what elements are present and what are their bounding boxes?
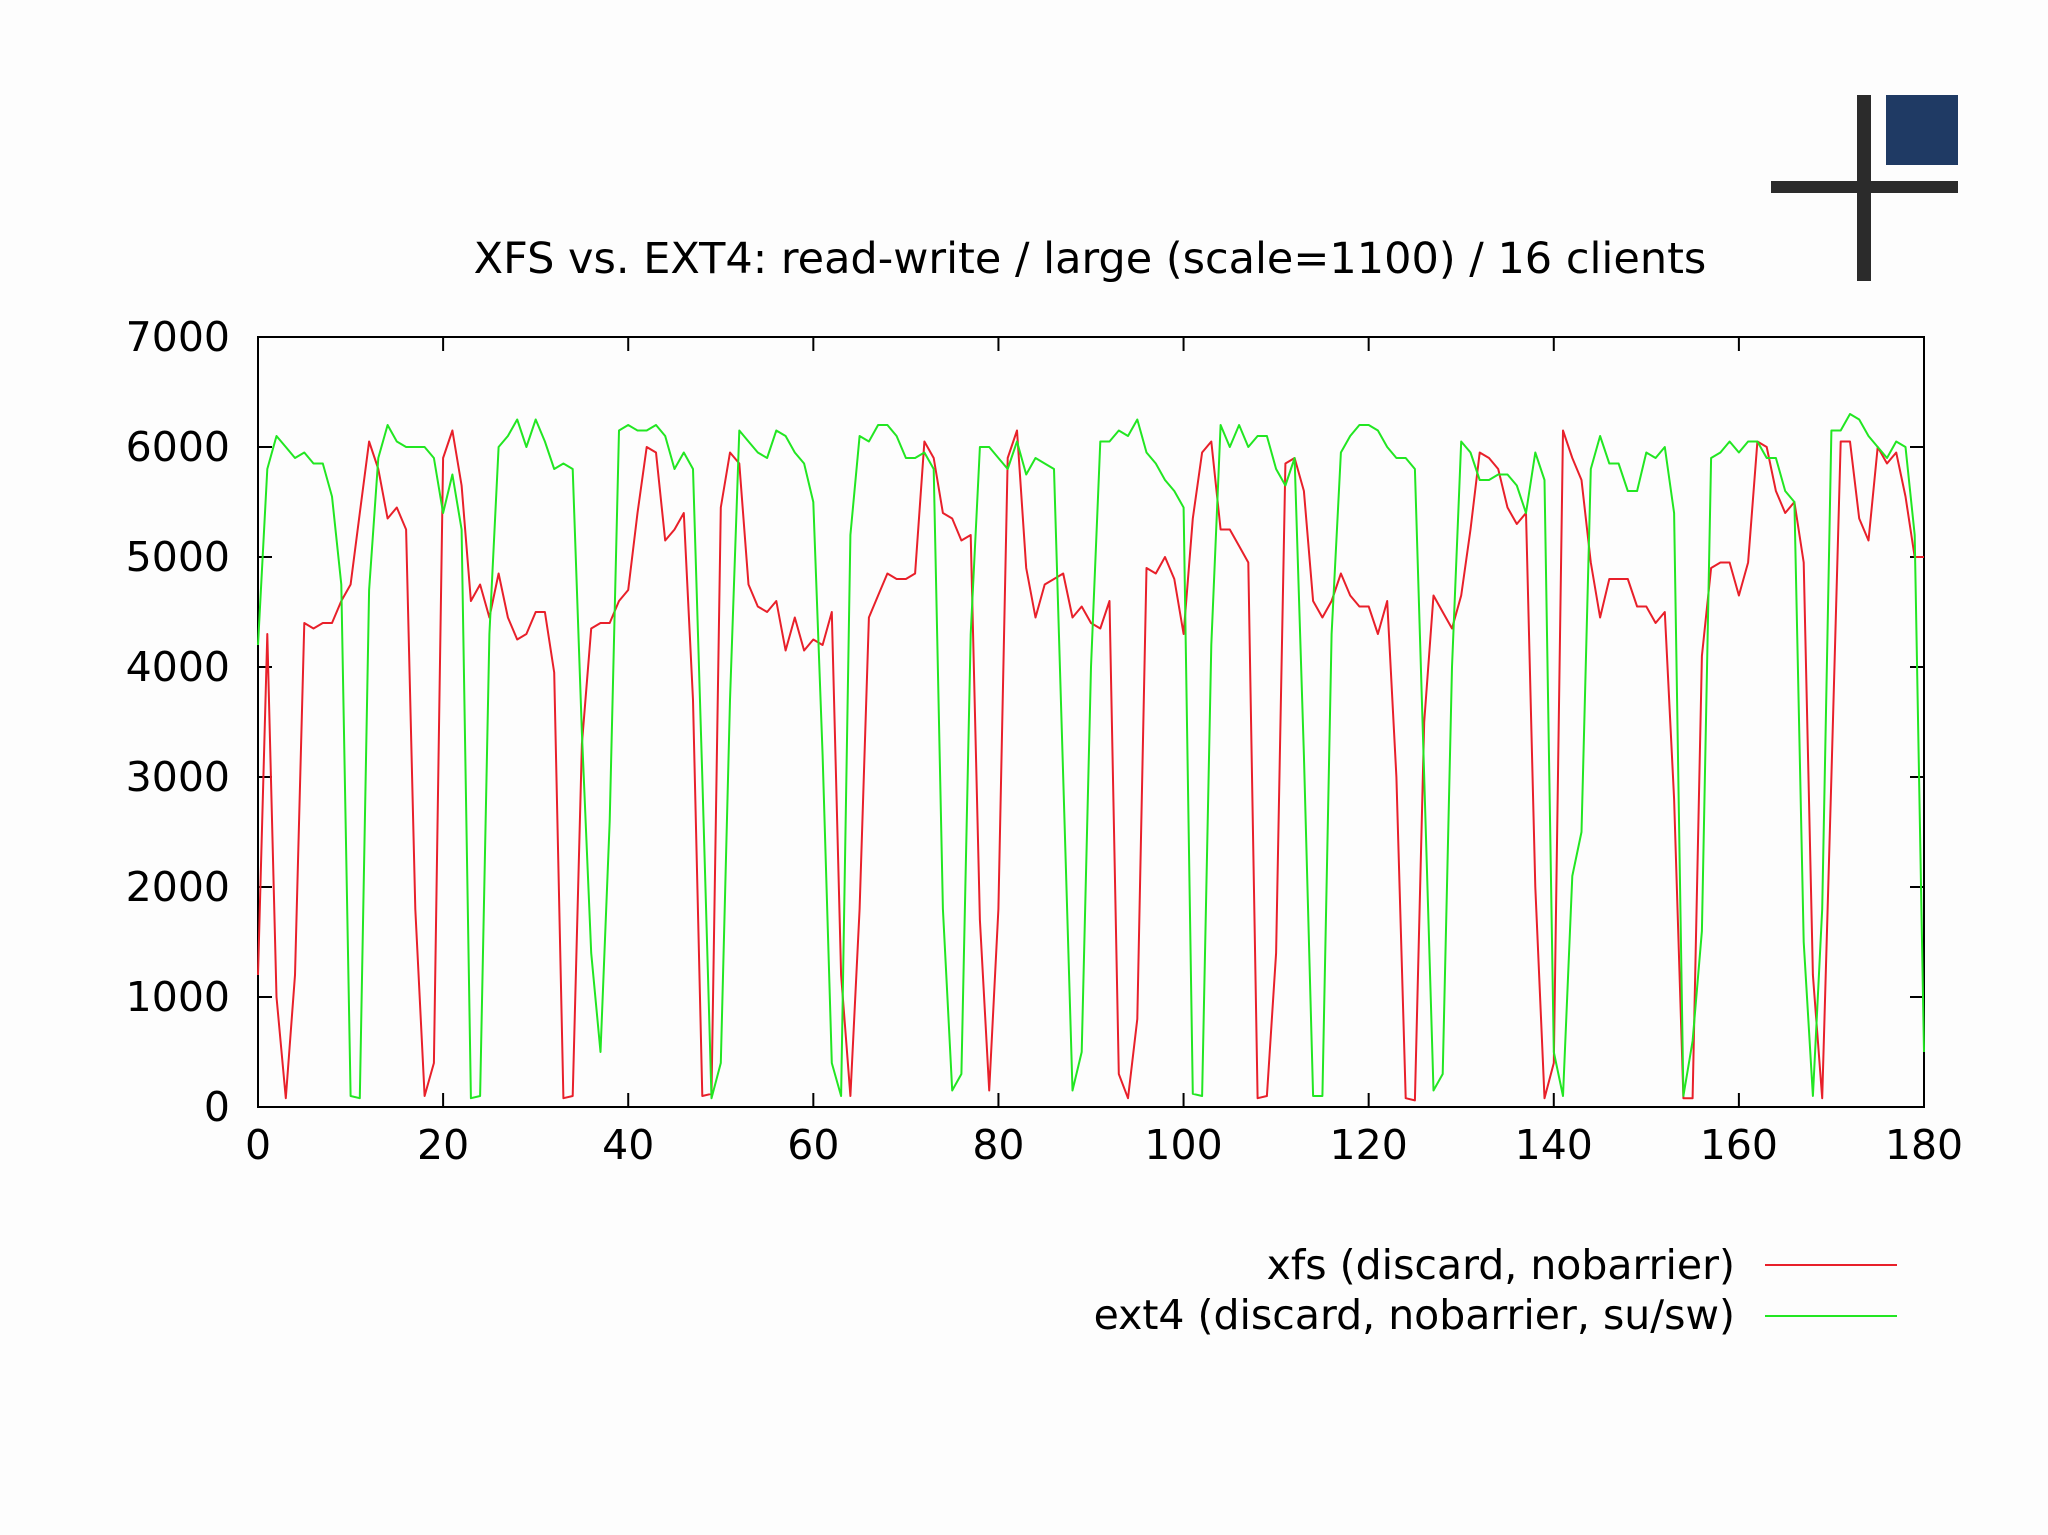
logo-square	[1886, 95, 1958, 165]
series-line-ext4	[257, 413, 1925, 1100]
y-axis: 0 1000 2000 3000 4000 5000 6000 7000	[126, 313, 1924, 1131]
corner-logo	[1771, 95, 1958, 281]
x-tick-label: 120	[1330, 1121, 1408, 1169]
y-tick-label: 1000	[126, 973, 230, 1021]
x-tick-label: 80	[972, 1121, 1024, 1169]
y-tick-label: 3000	[126, 753, 230, 801]
y-tick-label: 7000	[126, 313, 230, 361]
x-tick-label: 180	[1885, 1121, 1963, 1169]
y-tick-label: 5000	[126, 533, 230, 581]
x-tick-label: 20	[417, 1121, 469, 1169]
x-tick-label: 40	[602, 1121, 654, 1169]
legend-label-xfs: xfs (discard, nobarrier)	[1267, 1241, 1735, 1289]
plot-frame	[257, 336, 1925, 1108]
logo-cross-horizontal	[1771, 181, 1958, 193]
y-tick-label: 2000	[126, 863, 230, 911]
x-tick-label: 0	[245, 1121, 271, 1169]
x-tick-label: 100	[1144, 1121, 1222, 1169]
series-line-xfs	[257, 429, 1924, 1102]
x-tick-label: 140	[1515, 1121, 1593, 1169]
legend: xfs (discard, nobarrier) ext4 (discard, …	[1094, 1241, 1897, 1339]
legend-label-ext4: ext4 (discard, nobarrier, su/sw)	[1094, 1291, 1735, 1339]
series-layer	[257, 413, 1925, 1102]
y-tick-label: 0	[204, 1083, 230, 1131]
x-tick-label: 60	[787, 1121, 839, 1169]
y-tick-label: 4000	[126, 643, 230, 691]
x-axis: 0 20 40 60 80 100 120 140 160 180	[245, 337, 1963, 1169]
chart-title: XFS vs. EXT4: read-write / large (scale=…	[474, 234, 1707, 284]
y-tick-label: 6000	[126, 423, 230, 471]
x-tick-label: 160	[1700, 1121, 1778, 1169]
